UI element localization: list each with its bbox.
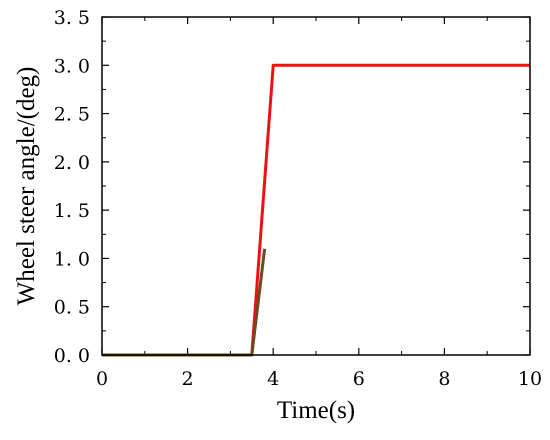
x-tick-label: 2 <box>182 368 194 390</box>
y-tick-label: 2. 5 <box>54 104 90 126</box>
x-tick-label: 8 <box>438 368 450 390</box>
series-layer <box>102 63 530 357</box>
y-tick-label: 0. 0 <box>54 345 90 367</box>
y-tick-label: 3. 0 <box>54 55 90 77</box>
x-tick-label: 0 <box>96 368 108 390</box>
y-tick-label: 0. 5 <box>54 297 90 319</box>
y-tick-label: 1. 5 <box>54 200 90 222</box>
plot-frame <box>101 16 531 356</box>
series-line-2 <box>102 248 267 357</box>
x-tick-label: 6 <box>353 368 365 390</box>
y-tick-label: 3. 5 <box>54 7 90 29</box>
axis-ticks <box>101 16 531 356</box>
y-axis-label: Wheel steer angle/(deg) <box>13 67 40 306</box>
y-tick-label: 1. 0 <box>54 248 90 270</box>
x-axis-label: Time(s) <box>277 397 355 424</box>
y-tick-label: 2. 0 <box>54 152 90 174</box>
x-tick-label: 4 <box>267 368 279 390</box>
series-line-1 <box>102 63 530 357</box>
tick-labels: 0 2 4 6 8 10 0. 0 0. 5 1. 0 1. 5 2. 0 2. 5 3. 0 3. 5 <box>54 7 542 390</box>
x-tick-label: 10 <box>518 368 542 390</box>
